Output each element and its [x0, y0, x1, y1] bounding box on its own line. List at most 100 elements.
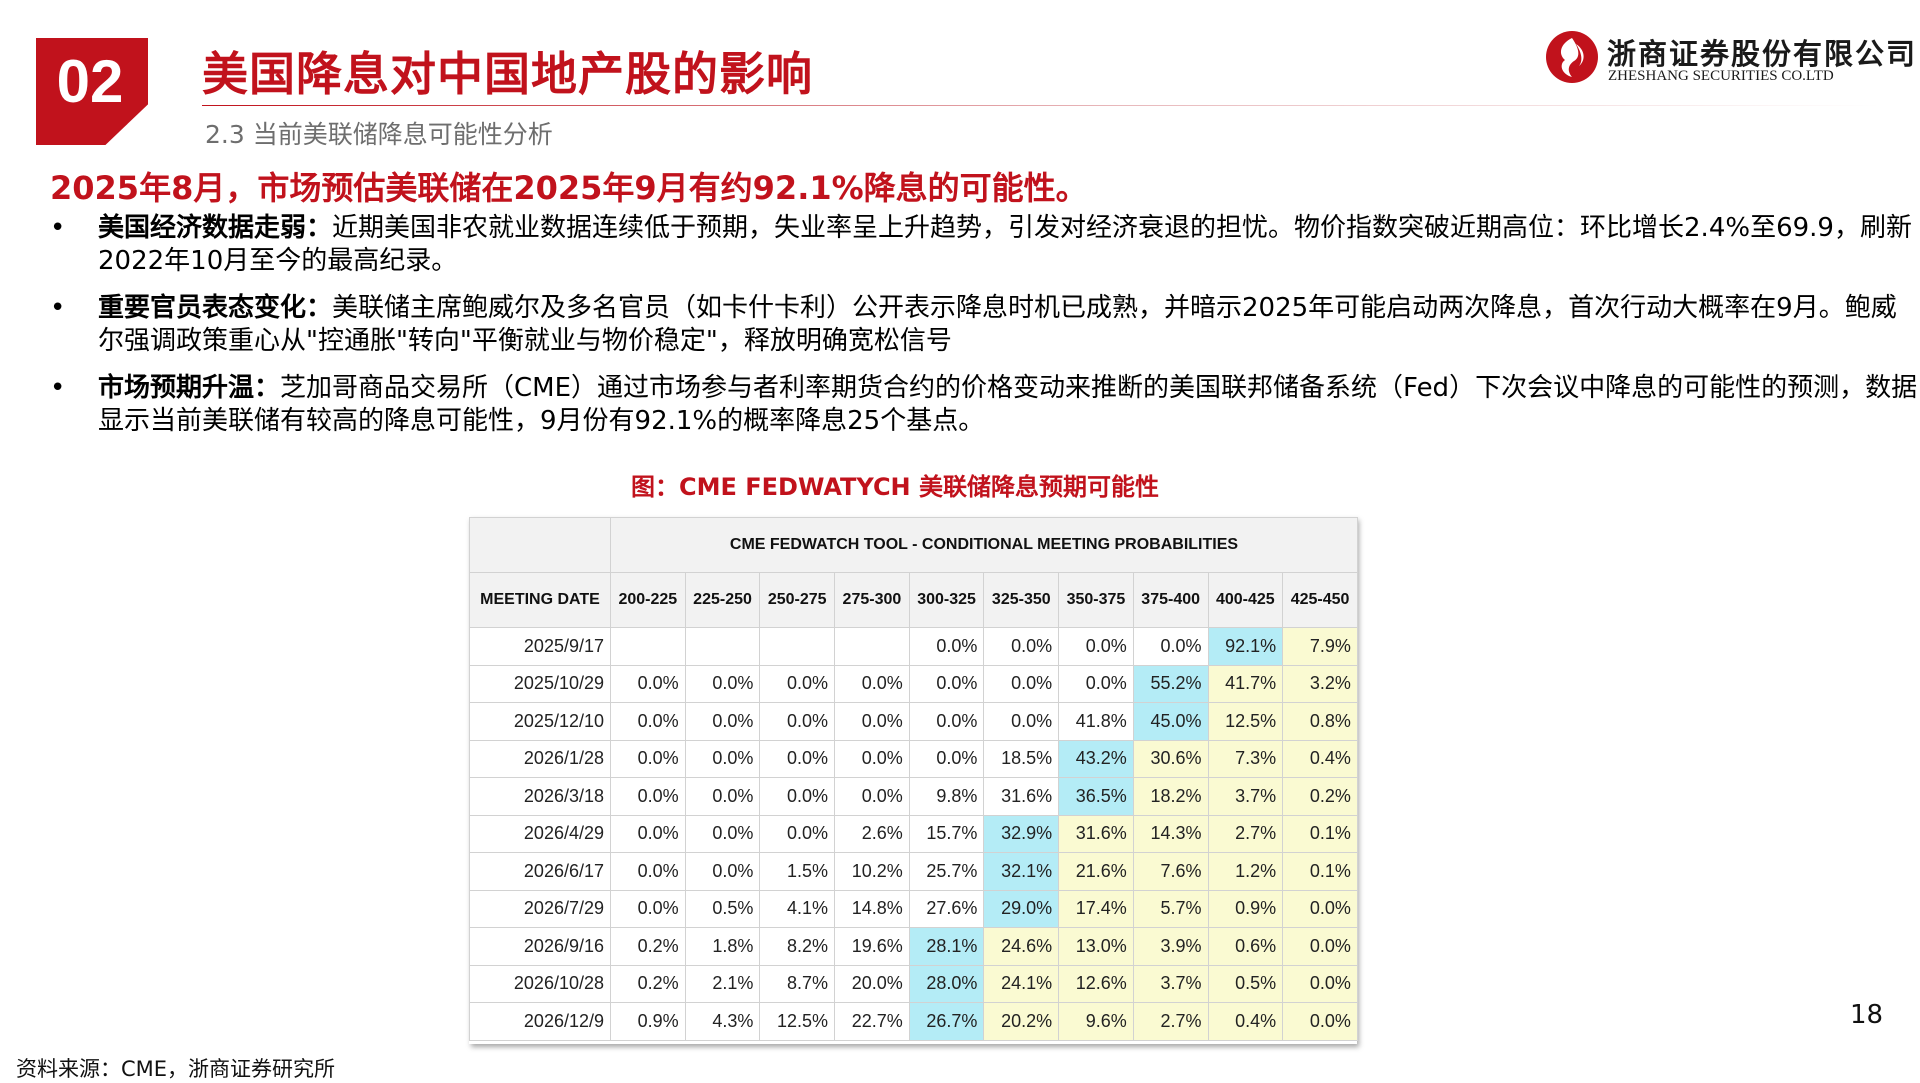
probability-cell: 0.5% [1207, 964, 1284, 1003]
table-row: 2026/12/9 0.9% 4.3% 12.5% 22.7% 26.7% 20.2% 9.6… [469, 1002, 1358, 1041]
meeting-date-cell: 2026/10/28 [469, 964, 611, 1003]
probability-cell: 20.2% [983, 1002, 1060, 1041]
probability-cell: 12.5% [759, 1002, 836, 1041]
probability-cell: 3.9% [1132, 927, 1209, 966]
probability-cell: 3.7% [1207, 777, 1284, 816]
probability-cell: 0.4% [1282, 739, 1358, 778]
source-note: 资料来源：CME，浙商证券研究所 [16, 1057, 336, 1081]
bullet-marker: • [50, 293, 66, 323]
table-row: 2025/12/10 0.0% 0.0% 0.0% 0.0% 0.0% 0.0% 41.8% 4… [469, 702, 1358, 741]
rate-range-header: 275-300 [834, 572, 910, 628]
probability-cell: 0.0% [759, 739, 836, 778]
probability-cell: 12.5% [1207, 702, 1284, 741]
probability-cell: 0.4% [1207, 1002, 1284, 1041]
probability-cell: 9.6% [1058, 1002, 1134, 1041]
meeting-date-cell: 2026/7/29 [469, 889, 611, 928]
probability-cell: 0.5% [684, 889, 761, 928]
figure-caption: 图：CME FEDWATYCH 美联储降息预期可能性 [630, 473, 1159, 501]
probability-cell: 0.0% [1132, 627, 1209, 666]
meeting-date-cell: 2026/9/16 [469, 927, 611, 966]
probability-cell: 32.1% [983, 852, 1060, 891]
meeting-date-cell: 2025/9/17 [469, 627, 611, 666]
probability-cell: 0.0% [1282, 1002, 1358, 1041]
probability-cell: 0.0% [684, 702, 761, 741]
table-row: 2026/6/17 0.0% 0.0% 1.5% 10.2% 25.7% 32.1% 21.6… [469, 852, 1358, 891]
probability-cell: 29.0% [983, 889, 1060, 928]
probability-cell: 2.7% [1132, 1002, 1209, 1041]
probability-cell: 0.0% [908, 739, 985, 778]
bullet-item: • 美国经济数据走弱：近期美国非农就业数据连续低于预期，失业率呈上升趋势，引发对… [50, 212, 1912, 278]
logo-english-name: ZHESHANG SECURITIES CO.LTD [1608, 68, 1834, 84]
probability-cell: 32.9% [983, 814, 1060, 853]
probability-cell: 43.2% [1058, 739, 1134, 778]
meeting-date-cell: 2026/4/29 [469, 814, 611, 853]
probability-cell: 0.0% [684, 777, 761, 816]
table-row: 2026/4/29 0.0% 0.0% 0.0% 2.6% 15.7% 32.9% 31.6%… [469, 814, 1358, 853]
rate-range-header: 375-400 [1132, 572, 1209, 628]
probability-cell: 0.0% [1058, 627, 1134, 666]
probability-cell: 0.0% [1058, 664, 1134, 703]
probability-cell: 0.0% [684, 664, 761, 703]
page-subtitle: 2.3 当前美联储降息可能性分析 [205, 120, 553, 149]
meeting-date-cell: 2026/1/28 [469, 739, 611, 778]
probability-cell: 0.0% [834, 777, 910, 816]
title-divider [202, 105, 1880, 106]
probability-cell: 3.2% [1282, 664, 1358, 703]
rate-range-header: 350-375 [1058, 572, 1134, 628]
probability-cell: 0.1% [1282, 852, 1358, 891]
bullet-list: • 美国经济数据走弱：近期美国非农就业数据连续低于预期，失业率呈上升趋势，引发对… [50, 212, 1917, 452]
probability-cell: 0.0% [610, 777, 686, 816]
probability-cell: 1.2% [1207, 852, 1284, 891]
table-row: 2025/9/17 0.0% 0.0% 0.0% 0.0% 92.1% 7.9% [469, 627, 1358, 666]
probability-cell: 0.0% [983, 627, 1060, 666]
rate-range-header: 225-250 [684, 572, 761, 628]
probability-cell: 28.1% [908, 927, 985, 966]
table-corner [469, 517, 611, 573]
bullet-text-block: 美国经济数据走弱：近期美国非农就业数据连续低于预期，失业率呈上升趋势，引发对经济… [98, 212, 1918, 278]
probability-cell [834, 627, 910, 666]
probability-cell: 1.8% [684, 927, 761, 966]
probability-cell: 0.0% [684, 814, 761, 853]
bullet-label: 重要官员表态变化： [98, 293, 333, 323]
table-title: CME FEDWATCH TOOL - CONDITIONAL MEETING … [610, 517, 1358, 573]
probability-cell: 0.0% [610, 889, 686, 928]
zheshang-logo-icon [1546, 31, 1598, 83]
probability-cell: 18.2% [1132, 777, 1209, 816]
headline: 2025年8月，市场预估美联储在2025年9月有约92.1%降息的可能性。 [50, 169, 1088, 207]
probability-cell: 0.0% [1282, 927, 1358, 966]
probability-cell: 3.7% [1132, 964, 1209, 1003]
probability-cell: 0.0% [834, 702, 910, 741]
probability-cell: 0.2% [610, 927, 686, 966]
logo-chinese-name: 浙商证券股份有限公司 [1607, 37, 1918, 71]
probability-cell: 20.0% [834, 964, 910, 1003]
probability-cell: 28.0% [908, 964, 985, 1003]
probability-cell: 2.7% [1207, 814, 1284, 853]
probability-cell: 15.7% [908, 814, 985, 853]
probability-cell: 8.7% [759, 964, 836, 1003]
probability-cell: 7.3% [1207, 739, 1284, 778]
probability-cell: 21.6% [1058, 852, 1134, 891]
probability-cell: 0.0% [610, 702, 686, 741]
probability-cell: 0.0% [610, 739, 686, 778]
probability-cell: 0.2% [1282, 777, 1358, 816]
probability-cell: 18.5% [983, 739, 1060, 778]
rate-range-header: 325-350 [983, 572, 1060, 628]
probability-cell: 31.6% [1058, 814, 1134, 853]
probability-cell: 0.0% [759, 702, 836, 741]
meeting-date-cell: 2026/12/9 [469, 1002, 611, 1041]
bullet-label: 美国经济数据走弱： [98, 213, 333, 243]
probability-cell: 8.2% [759, 927, 836, 966]
probability-cell: 7.6% [1132, 852, 1209, 891]
table-body: 2025/9/17 0.0% 0.0% 0.0% 0.0% 92.1% 7.9% 2025/1… [469, 627, 1358, 1041]
column-header-row: MEETING DATE 200-225 225-250 250-275 275-30… [469, 572, 1358, 628]
probability-cell: 0.0% [759, 777, 836, 816]
probability-cell: 0.6% [1207, 927, 1284, 966]
meeting-date-cell: 2025/10/29 [469, 664, 611, 703]
table-title-row: CME FEDWATCH TOOL - CONDITIONAL MEETING … [469, 517, 1358, 573]
probability-cell: 25.7% [908, 852, 985, 891]
table-row: 2025/10/29 0.0% 0.0% 0.0% 0.0% 0.0% 0.0% 0.0% 55… [469, 664, 1358, 703]
probability-cell: 26.7% [908, 1002, 985, 1041]
probability-cell: 0.2% [610, 964, 686, 1003]
meeting-date-header: MEETING DATE [469, 572, 611, 628]
probability-cell: 36.5% [1058, 777, 1134, 816]
